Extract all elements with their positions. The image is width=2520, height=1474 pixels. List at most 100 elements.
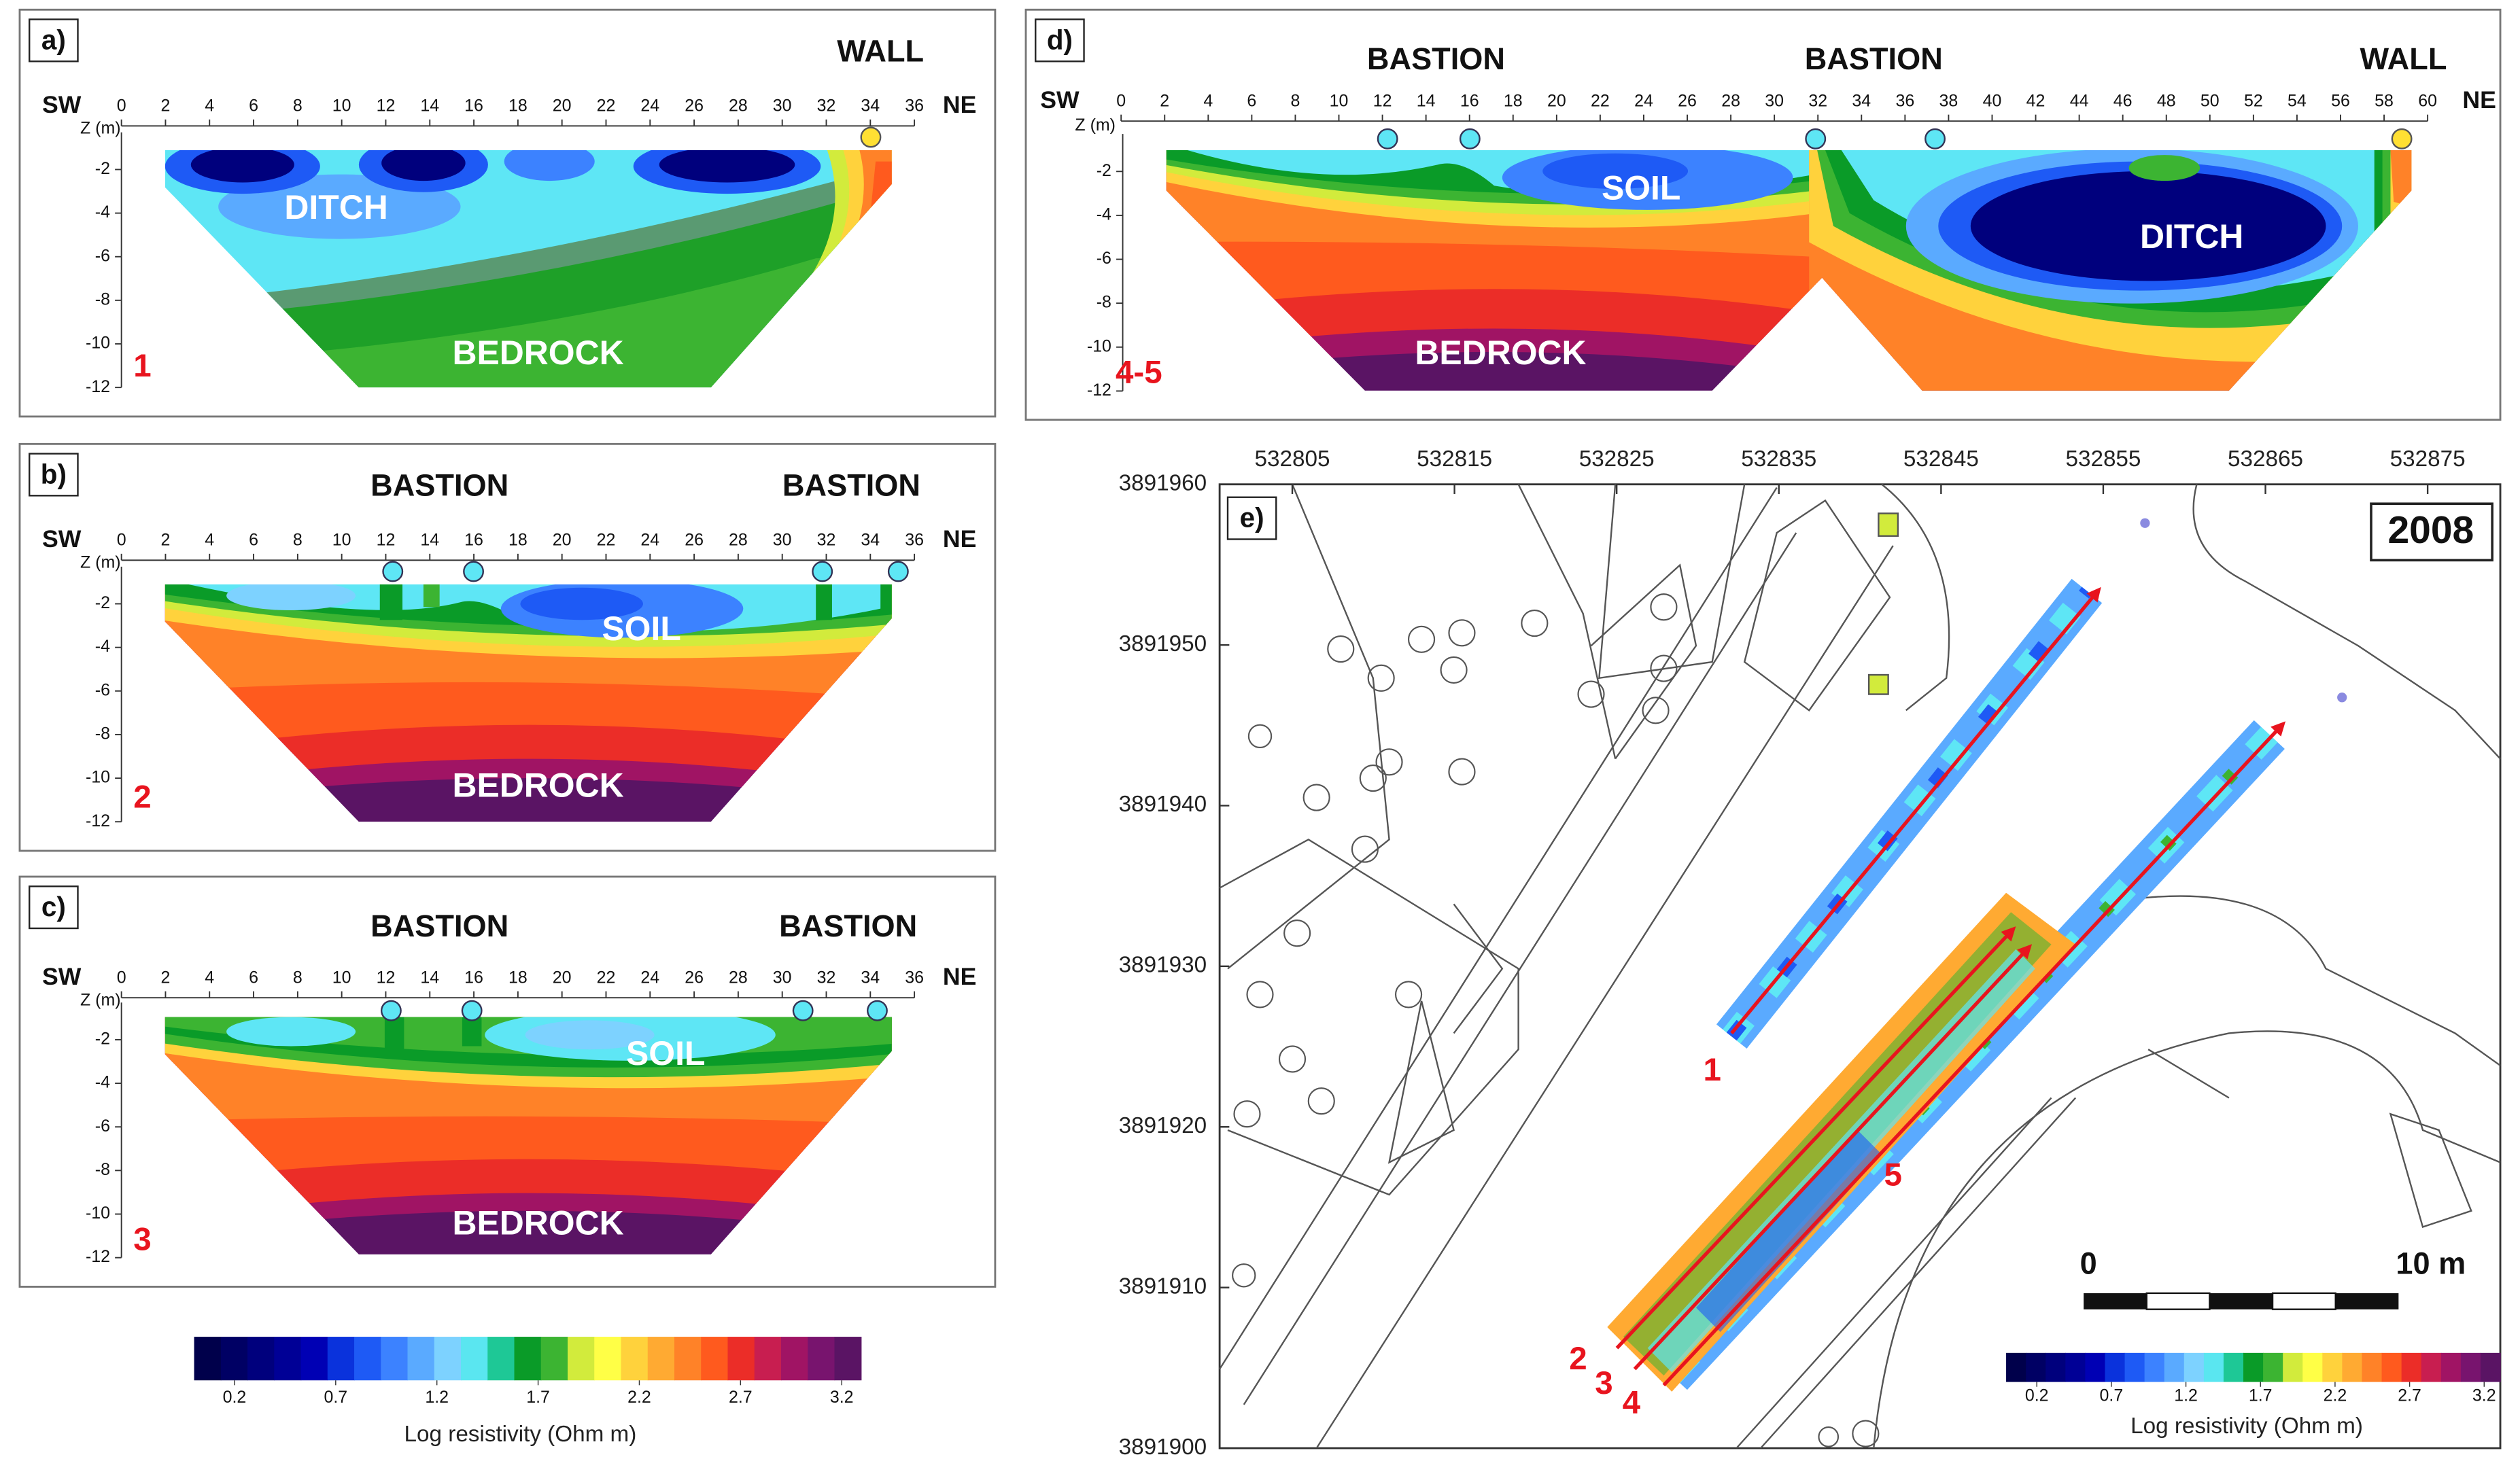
- x-tick-label: 4: [205, 530, 214, 549]
- x-tick-label: 6: [249, 96, 258, 115]
- z-tick-label: -8: [95, 289, 110, 309]
- color-swatch: [487, 1337, 515, 1381]
- x-tick-label: 20: [553, 530, 572, 549]
- z-tick-label: -6: [95, 246, 110, 265]
- x-tick-label: 12: [377, 968, 396, 987]
- header-annotation: BASTION: [782, 468, 920, 502]
- easting-label: 532825: [1579, 446, 1655, 472]
- z-tick-label: -2: [95, 593, 110, 612]
- panel-b: b)SW NE0 2 4 6 8 10 12 14 16 18 20 22 24 26 28 30 32 34 36Z…: [29, 453, 976, 830]
- color-swatch: [2401, 1352, 2422, 1382]
- x-tick-label: 10: [332, 96, 351, 115]
- x-tick-label: 14: [420, 530, 439, 549]
- color-swatch: [2421, 1352, 2442, 1382]
- x-tick-label: 24: [640, 530, 659, 549]
- x-tick-label: 58: [2375, 91, 2394, 110]
- colorbar: 0.2 0.7 1.2 1.7 2.2 2.7 3.2 Log resistivity (Oh…: [2006, 1352, 2501, 1439]
- color-swatch: [2203, 1352, 2224, 1382]
- panel-frame: [1024, 8, 2502, 421]
- section: [165, 584, 892, 822]
- profile-line: [1730, 586, 2101, 1035]
- x-tick-label: 24: [640, 96, 659, 115]
- map-panel: e) 2008 532805 532815 532825 532835 532845 5328…: [1119, 446, 2502, 1460]
- side-label: NE: [943, 91, 977, 118]
- header-annotation: WALL: [837, 33, 924, 68]
- z-tick-label: -6: [1097, 249, 1111, 268]
- x-tick-label: 2: [161, 96, 171, 115]
- x-tick-label: 22: [597, 968, 616, 987]
- colorbar-tick-label: 1.7: [2249, 1386, 2273, 1405]
- z-axis-label: Z (m): [80, 991, 121, 1010]
- x-tick-label: 8: [1291, 91, 1300, 110]
- year-label: 2008: [2387, 508, 2474, 552]
- profile-number: 5: [1884, 1157, 1902, 1193]
- color-swatch: [2243, 1352, 2264, 1382]
- x-tick-label: 32: [817, 96, 836, 115]
- z-axis-label: Z (m): [80, 119, 121, 138]
- side-label: NE: [943, 963, 977, 990]
- marker: [380, 1000, 402, 1021]
- panel-a: a)SW NE0 2 4 6 8 10 12 14 16 18 20 22 24 26 28 30 32 34 36Z…: [29, 18, 977, 396]
- colorbar-tick-label: 2.2: [2324, 1386, 2347, 1405]
- colorbar-tick-label: 1.7: [526, 1388, 550, 1407]
- x-tick-label: 10: [332, 968, 351, 987]
- marker: [1924, 128, 1946, 150]
- z-tick-label: -4: [95, 1073, 110, 1092]
- section-annotation: SOIL: [626, 1034, 705, 1072]
- x-tick-label: 20: [553, 96, 572, 115]
- color-swatch: [647, 1337, 675, 1381]
- x-tick-label: 4: [205, 96, 214, 115]
- z-tick-label: -12: [86, 811, 110, 830]
- colorbar-label: Log resistivity (Ohm m): [404, 1422, 637, 1447]
- year-box: [2370, 502, 2493, 562]
- x-tick-label: 4: [205, 968, 214, 987]
- label-box: [29, 885, 79, 930]
- color-swatch: [327, 1337, 355, 1381]
- color-swatch: [540, 1337, 568, 1381]
- marker: [867, 1000, 888, 1021]
- color-swatch: [674, 1337, 702, 1381]
- x-tick-label: 54: [2288, 91, 2307, 110]
- color-swatch: [2322, 1352, 2343, 1382]
- color-swatch: [2065, 1352, 2086, 1382]
- color-swatch: [808, 1337, 835, 1381]
- section-annotation: BEDROCK: [1415, 334, 1586, 372]
- z-tick-label: -10: [86, 1204, 110, 1223]
- color-swatch: [754, 1337, 782, 1381]
- marker: [463, 561, 484, 582]
- easting-label: 532875: [2390, 446, 2466, 472]
- z-tick-label: -4: [1097, 205, 1111, 224]
- x-tick-label: 28: [1721, 91, 1740, 110]
- z-tick-label: -2: [95, 159, 110, 178]
- x-tick-label: 8: [293, 968, 303, 987]
- color-swatch: [434, 1337, 462, 1381]
- marker: [461, 1000, 483, 1021]
- panel-frame: [18, 442, 997, 852]
- color-swatch: [2460, 1352, 2481, 1382]
- colorbar-label: Log resistivity (Ohm m): [2130, 1414, 2363, 1439]
- x-tick-label: 6: [249, 530, 258, 549]
- panel-frame: [18, 875, 997, 1288]
- z-tick-label: -12: [1087, 381, 1111, 400]
- x-tick-label: 28: [729, 96, 748, 115]
- x-tick-label: 4: [1203, 91, 1213, 110]
- z-axis-label: Z (m): [1075, 116, 1116, 135]
- x-tick-label: 18: [508, 530, 528, 549]
- side-label: SW: [1040, 86, 1080, 113]
- x-tick-label: 42: [2026, 91, 2046, 110]
- x-tick-label: 56: [2331, 91, 2350, 110]
- color-swatch: [701, 1337, 729, 1381]
- x-tick-label: 12: [377, 96, 396, 115]
- profile-number: 2: [133, 779, 151, 815]
- profile-number: 3: [1595, 1365, 1612, 1401]
- section-annotation: DITCH: [2140, 217, 2243, 256]
- color-swatch: [2006, 1352, 2026, 1382]
- colorbar-tick-label: 0.2: [2025, 1386, 2049, 1405]
- profile-number: 1: [133, 348, 151, 384]
- color-swatch: [2085, 1352, 2106, 1382]
- northing-label: 3891930: [1119, 953, 1207, 978]
- profile-number: 4-5: [1116, 355, 1162, 391]
- x-tick-label: 12: [1373, 91, 1392, 110]
